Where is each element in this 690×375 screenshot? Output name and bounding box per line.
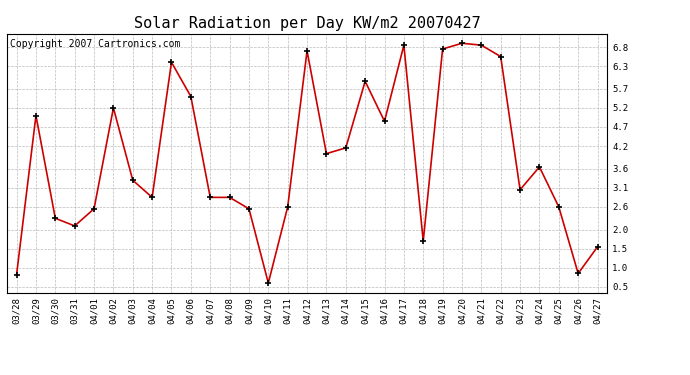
Title: Solar Radiation per Day KW/m2 20070427: Solar Radiation per Day KW/m2 20070427 bbox=[134, 16, 480, 31]
Text: Copyright 2007 Cartronics.com: Copyright 2007 Cartronics.com bbox=[10, 39, 180, 49]
